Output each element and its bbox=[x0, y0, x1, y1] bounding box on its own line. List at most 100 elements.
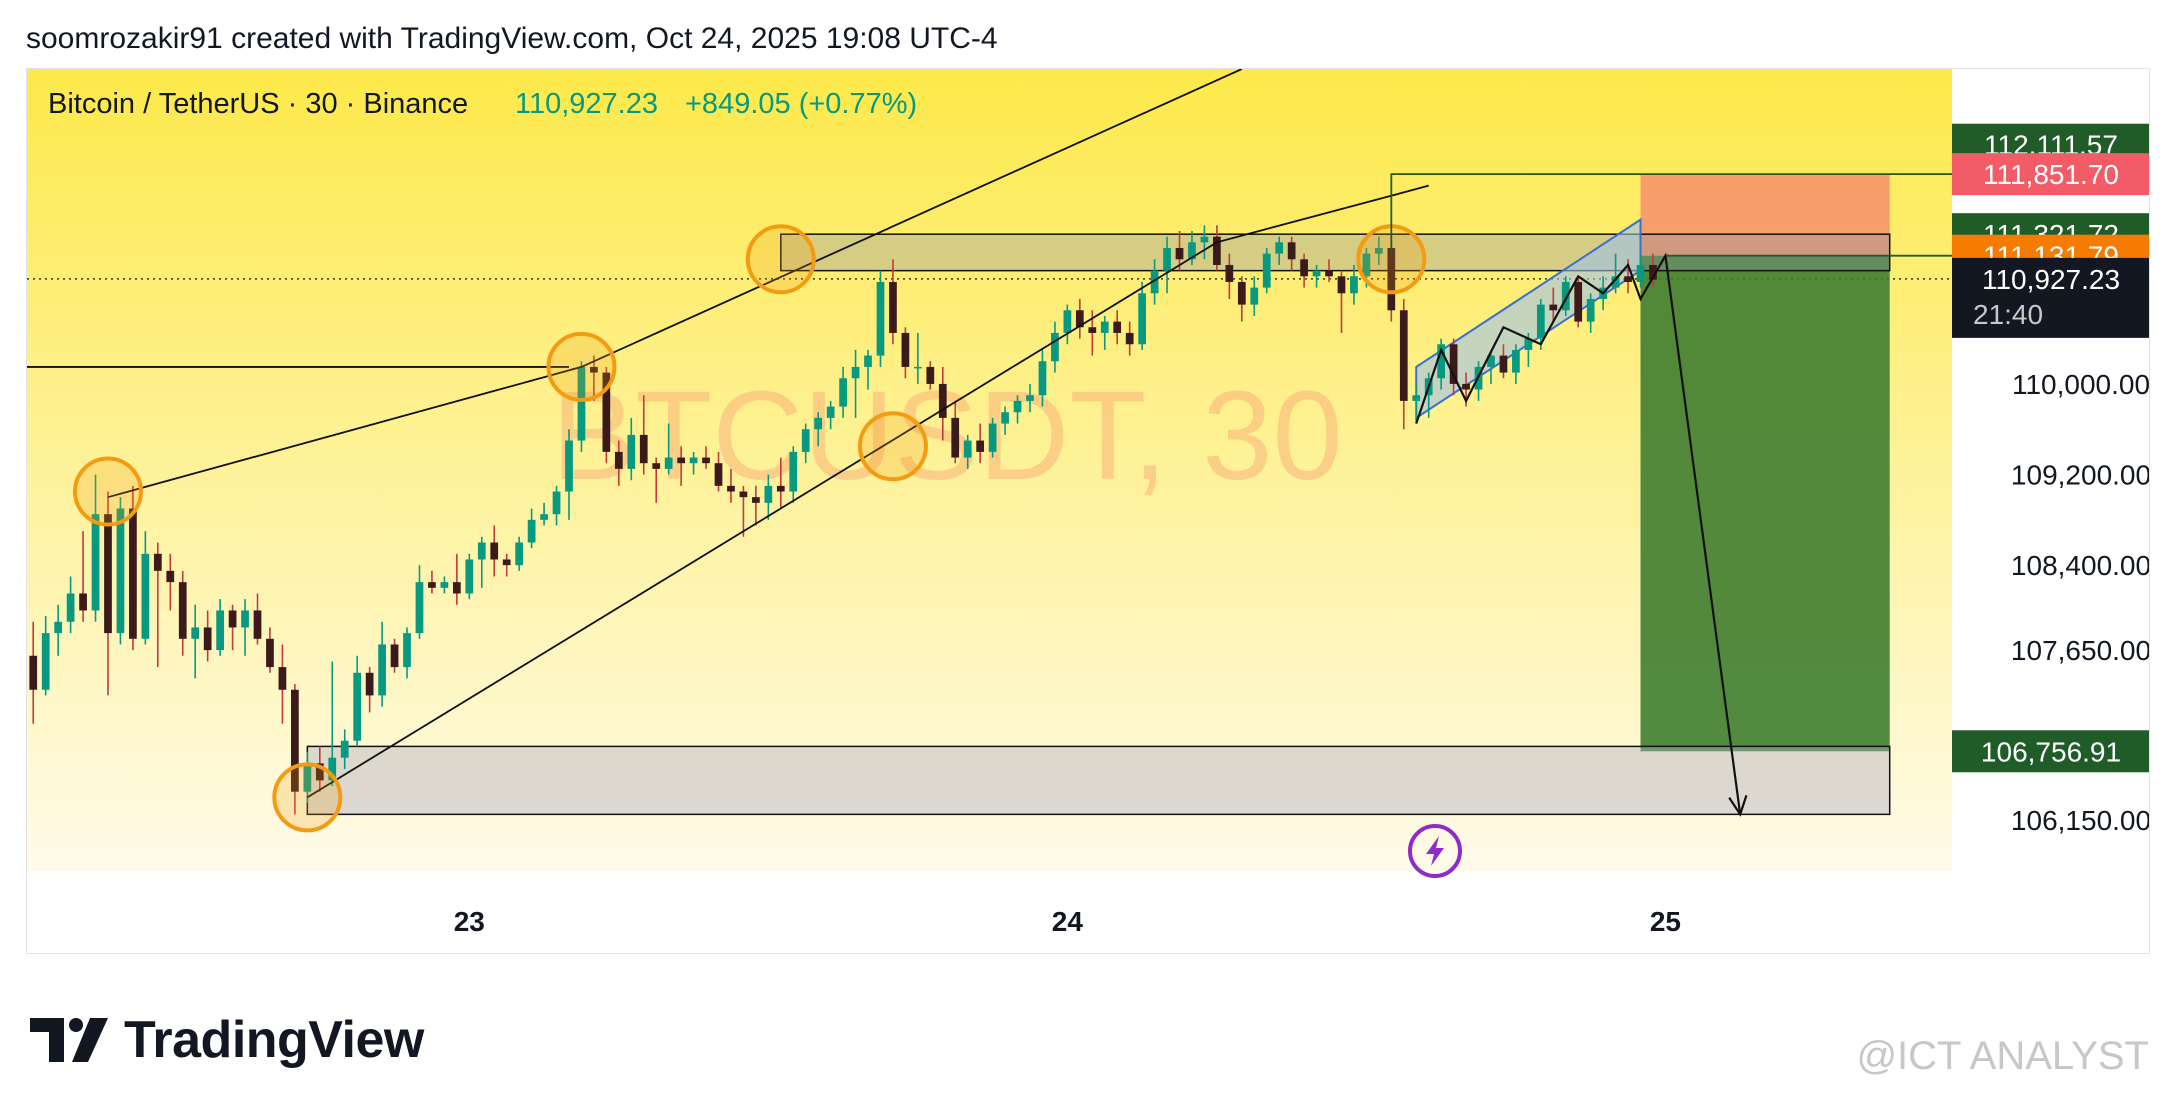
candle-up bbox=[1063, 310, 1072, 333]
candle-down bbox=[776, 485, 785, 492]
upper-trendline bbox=[107, 69, 1243, 499]
lightning-icon[interactable] bbox=[1408, 824, 1462, 878]
candle-down bbox=[1549, 304, 1558, 311]
candle-down bbox=[702, 457, 710, 464]
symbol-pair-label: Bitcoin / TetherUS · 30 · Binance bbox=[48, 88, 468, 120]
candle-up bbox=[764, 485, 773, 503]
candle-up bbox=[1611, 276, 1620, 288]
candle-down bbox=[727, 485, 735, 492]
candle-down bbox=[1225, 264, 1234, 282]
candle-up bbox=[1350, 276, 1358, 294]
candle-up bbox=[988, 423, 997, 452]
price-label-stop: 111,851.70 bbox=[1983, 159, 2119, 190]
highlight-circle bbox=[272, 762, 343, 833]
candle-down bbox=[677, 457, 685, 464]
candle-up bbox=[303, 763, 312, 792]
candle-up bbox=[91, 514, 100, 611]
stop-loss-zone bbox=[1640, 174, 1890, 256]
candle-up bbox=[1001, 412, 1009, 424]
chart-background bbox=[27, 69, 1952, 871]
candle-down bbox=[714, 463, 723, 486]
candle-up bbox=[1412, 395, 1421, 401]
candle-down bbox=[104, 514, 112, 634]
price-axis[interactable]: 110,000.00 109,200.00 108,400.00 107,650.00… bbox=[2011, 369, 2150, 836]
candle-down bbox=[752, 497, 760, 503]
candle-up bbox=[1150, 270, 1159, 294]
candle-down bbox=[652, 463, 661, 469]
candle-down bbox=[901, 332, 910, 367]
candle-up bbox=[1561, 281, 1570, 311]
candle-up bbox=[1188, 242, 1196, 260]
candle-down bbox=[129, 508, 137, 639]
candle-up bbox=[1051, 332, 1059, 362]
candle-down bbox=[1649, 264, 1657, 280]
candle-down bbox=[315, 763, 324, 781]
price-label-last-box bbox=[1952, 257, 2149, 338]
countdown-label: 21:40 bbox=[1973, 299, 2043, 330]
candle-up bbox=[191, 627, 200, 639]
candle-up bbox=[801, 429, 810, 452]
candle-up bbox=[1312, 270, 1321, 277]
chart-panel[interactable]: BTCUSDT, 30 110,000.00 109,200.00 108,400.… bbox=[26, 68, 2150, 954]
candle-up bbox=[864, 355, 872, 367]
stop-reference-line bbox=[1390, 173, 1990, 256]
candle-down bbox=[1624, 276, 1632, 282]
candle-down bbox=[79, 593, 87, 611]
candle-down bbox=[1075, 310, 1084, 328]
candle-up bbox=[54, 621, 63, 634]
candle-up bbox=[1026, 395, 1034, 401]
candle-up bbox=[1512, 349, 1520, 373]
price-tags: 112,111.57111,851.70111,321.72111,131.79… bbox=[1952, 123, 2149, 773]
candle-up bbox=[876, 281, 885, 356]
highlight-circle bbox=[546, 331, 617, 402]
candle-down bbox=[428, 582, 436, 588]
candle-up bbox=[1487, 355, 1495, 367]
symbol-info-bar: Bitcoin / TetherUS · 30 · Binance 110,92… bbox=[48, 88, 917, 120]
candle-up bbox=[66, 593, 75, 622]
projection-arrowhead bbox=[1728, 795, 1748, 817]
candle-down bbox=[291, 689, 299, 792]
candle-down bbox=[490, 542, 499, 560]
resistance-zone bbox=[780, 233, 1891, 272]
tradingview-logo[interactable]: TradingView bbox=[30, 1010, 424, 1070]
candle-down bbox=[1574, 281, 1583, 322]
candle-down bbox=[889, 281, 897, 333]
candle-up bbox=[340, 740, 349, 758]
candle-up bbox=[141, 553, 150, 639]
projection-path bbox=[1415, 252, 1742, 815]
candle-down bbox=[1399, 310, 1408, 401]
candle-down bbox=[1499, 355, 1508, 373]
candle-up bbox=[1586, 298, 1595, 322]
price-axis-tick: 110,000.00 bbox=[2012, 369, 2150, 400]
candle-down bbox=[951, 417, 960, 458]
candle-up bbox=[1362, 253, 1371, 277]
lower-trendline bbox=[306, 184, 1429, 799]
candle-down bbox=[1125, 332, 1134, 345]
candle-up bbox=[963, 440, 972, 458]
symbol-change: +849.05 (+0.77%) bbox=[685, 88, 917, 120]
candle-down bbox=[1449, 344, 1458, 384]
tradingview-logo-icon bbox=[30, 1018, 108, 1062]
candle-up bbox=[1374, 247, 1383, 254]
time-axis[interactable]: 23 24 25 bbox=[454, 906, 1681, 937]
candle-up bbox=[839, 378, 847, 407]
candle-up bbox=[1163, 247, 1171, 271]
candle-up bbox=[440, 582, 449, 588]
candle-down bbox=[639, 434, 648, 464]
candle-up bbox=[1437, 344, 1446, 379]
candle-up bbox=[415, 582, 424, 634]
time-axis-tick: 23 bbox=[454, 906, 485, 937]
symbol-last-price: 110,927.23 bbox=[515, 88, 658, 120]
candle-up bbox=[851, 366, 860, 379]
candle-down bbox=[178, 582, 187, 639]
candle-down bbox=[452, 582, 461, 594]
candle-up bbox=[789, 451, 798, 492]
candle-up bbox=[1250, 287, 1259, 305]
candle-up bbox=[1636, 264, 1645, 282]
candle-down bbox=[266, 638, 274, 668]
candle-down bbox=[1213, 236, 1221, 265]
candle-up bbox=[627, 434, 636, 469]
candle-up bbox=[577, 366, 586, 441]
price-chart[interactable]: BTCUSDT, 30 110,000.00 109,200.00 108,400.… bbox=[27, 69, 2150, 954]
candle-down bbox=[365, 672, 374, 696]
